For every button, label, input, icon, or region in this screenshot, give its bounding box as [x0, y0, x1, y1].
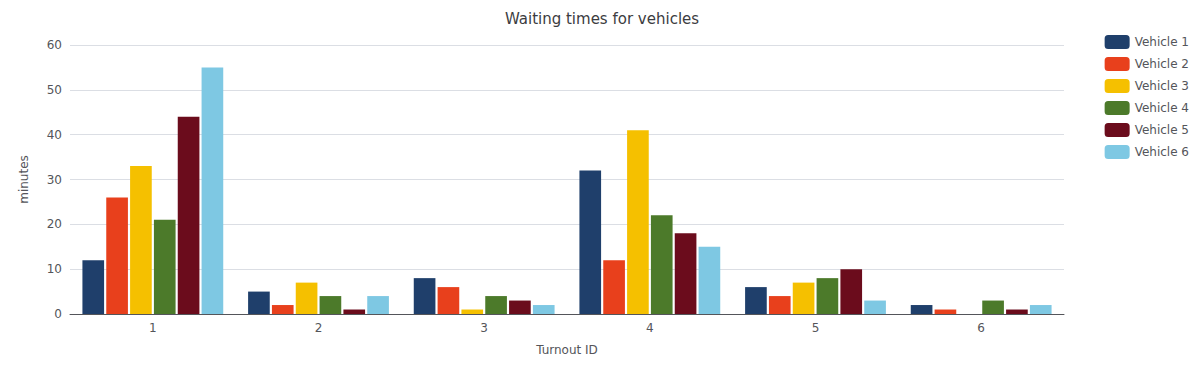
svg-text:4: 4 — [646, 321, 654, 335]
svg-text:60: 60 — [47, 38, 62, 52]
svg-text:3: 3 — [480, 321, 488, 335]
svg-text:5: 5 — [812, 321, 820, 335]
svg-text:20: 20 — [47, 217, 62, 231]
svg-text:Vehicle 5: Vehicle 5 — [1135, 123, 1189, 137]
svg-text:30: 30 — [47, 173, 62, 187]
svg-text:Turnout ID: Turnout ID — [535, 343, 598, 357]
svg-text:50: 50 — [47, 83, 62, 97]
svg-text:minutes: minutes — [17, 155, 31, 204]
svg-text:0: 0 — [54, 307, 62, 321]
svg-text:2: 2 — [315, 321, 323, 335]
svg-text:Vehicle 4: Vehicle 4 — [1135, 101, 1189, 115]
svg-text:1: 1 — [149, 321, 157, 335]
svg-text:Vehicle 2: Vehicle 2 — [1135, 57, 1189, 71]
svg-text:10: 10 — [47, 262, 62, 276]
svg-text:Waiting times for vehicles: Waiting times for vehicles — [505, 10, 699, 28]
svg-text:Vehicle 1: Vehicle 1 — [1135, 35, 1189, 49]
svg-text:Vehicle 6: Vehicle 6 — [1135, 145, 1189, 159]
svg-text:Vehicle 3: Vehicle 3 — [1135, 79, 1189, 93]
svg-text:6: 6 — [977, 321, 985, 335]
svg-text:40: 40 — [47, 128, 62, 142]
